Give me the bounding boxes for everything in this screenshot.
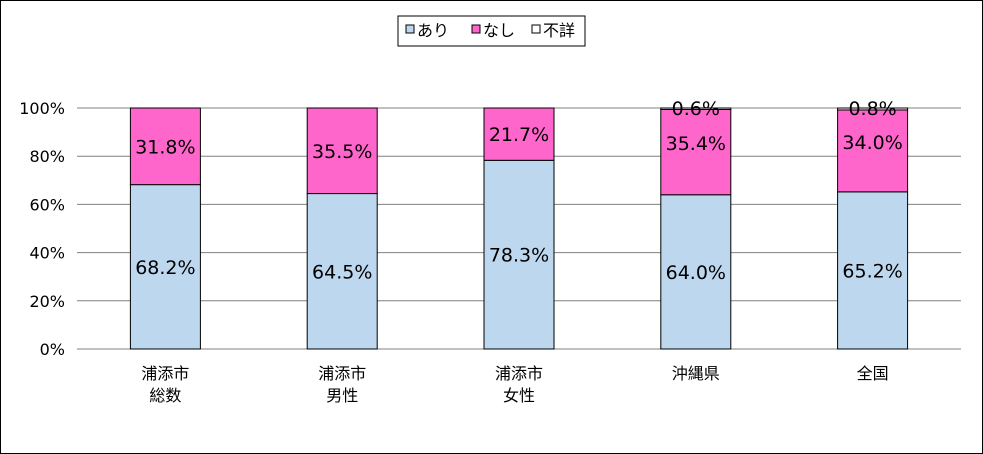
bar-segment bbox=[837, 107, 909, 111]
legend-label: 不詳 bbox=[543, 21, 575, 40]
y-tick-label: 40% bbox=[29, 244, 65, 263]
bar-segment bbox=[483, 159, 555, 350]
x-category-label: 男性 bbox=[326, 386, 358, 405]
legend-label: なし bbox=[483, 21, 515, 40]
legend-swatch bbox=[471, 24, 481, 34]
bar-segment bbox=[837, 191, 909, 350]
x-category-label: 総数 bbox=[149, 386, 181, 405]
bar-segment bbox=[660, 194, 732, 350]
x-category-label: 全国 bbox=[857, 364, 889, 383]
y-tick-label: 20% bbox=[29, 292, 65, 311]
y-axis-ticks: 0% 20% 40% 60% 80% 100% bbox=[19, 99, 65, 359]
data-label: 21.7% bbox=[489, 124, 549, 146]
data-label: 35.5% bbox=[312, 141, 372, 163]
legend-swatch bbox=[405, 24, 415, 34]
bar-segment bbox=[306, 107, 378, 195]
x-category-label: 浦添市 bbox=[318, 364, 366, 383]
data-labels: 68.2% 31.8% 64.5% 35.5% 78.3% 21.7% 64.0% 35.4%… bbox=[135, 98, 903, 284]
legend-box bbox=[397, 15, 586, 47]
data-label: 35.4% bbox=[666, 133, 726, 155]
x-category-label: 浦添市 bbox=[495, 364, 543, 383]
y-tick-label: 60% bbox=[29, 195, 65, 214]
data-label: 31.8% bbox=[135, 136, 195, 158]
bar-segment bbox=[129, 107, 201, 186]
data-label: 64.0% bbox=[666, 262, 726, 284]
data-label: 0.8% bbox=[848, 98, 896, 120]
bar-segment bbox=[660, 108, 732, 196]
legend-label: あり bbox=[417, 21, 449, 40]
data-label: 34.0% bbox=[842, 132, 902, 154]
y-tick-label: 0% bbox=[40, 340, 65, 359]
bar-segment bbox=[660, 107, 732, 110]
data-label: 65.2% bbox=[842, 260, 902, 282]
y-tick-label: 80% bbox=[29, 147, 65, 166]
data-label: 68.2% bbox=[135, 257, 195, 279]
bar-segment bbox=[483, 107, 555, 161]
y-tick-label: 100% bbox=[19, 99, 65, 118]
bar-segment bbox=[306, 193, 378, 350]
data-label: 0.6% bbox=[672, 98, 720, 120]
bar-segment bbox=[129, 184, 201, 350]
data-label: 64.5% bbox=[312, 261, 372, 283]
data-label: 78.3% bbox=[489, 245, 549, 267]
legend: あり なし 不詳 bbox=[397, 15, 586, 47]
x-category-label: 女性 bbox=[503, 386, 535, 405]
bars bbox=[129, 107, 909, 350]
legend-swatch bbox=[531, 24, 541, 34]
x-category-label: 沖縄県 bbox=[672, 364, 720, 383]
x-category-label: 浦添市 bbox=[141, 364, 189, 383]
